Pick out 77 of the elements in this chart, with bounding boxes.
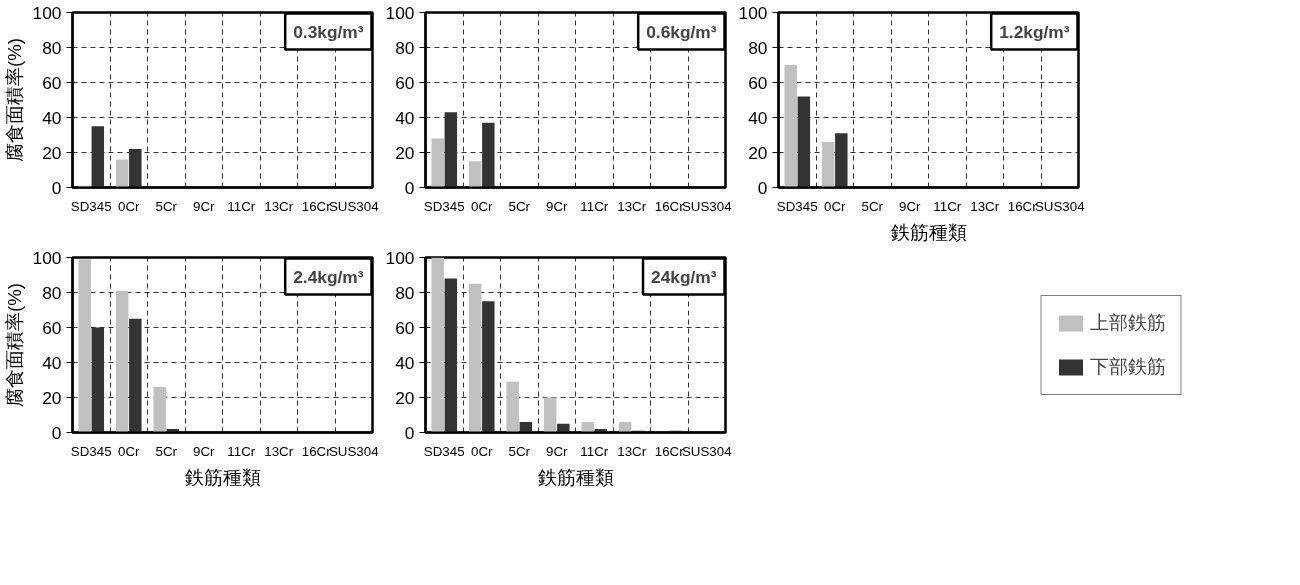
y-tick-label: 20 <box>748 142 768 163</box>
y-tick-label: 0 <box>757 177 768 198</box>
x-tick-label: 16Cr <box>301 198 332 214</box>
x-tick-label: 13Cr <box>617 443 647 459</box>
y-tick-label: 60 <box>395 317 415 338</box>
y-tick-label: 0 <box>51 422 62 443</box>
y-tick-label: 0 <box>404 422 415 443</box>
y-tick-label: 100 <box>32 247 62 268</box>
x-tick-label: 9Cr <box>546 198 569 214</box>
x-axis-title: 鉄筋種類 <box>537 466 614 488</box>
x-tick-label: 11Cr <box>227 198 256 214</box>
x-tick-label: 11Cr <box>227 443 256 459</box>
x-tick-label: 5Cr <box>155 198 178 214</box>
y-tick-label: 20 <box>42 142 62 163</box>
text: 1.2kg/m³ <box>999 21 1070 42</box>
x-tick-label: 0Cr <box>118 443 141 459</box>
x-tick-label: 11Cr <box>933 198 962 214</box>
text: 0.3kg/m³ <box>293 21 364 42</box>
x-tick-label: 9Cr <box>546 443 569 459</box>
x-tick-label: 16Cr <box>654 198 685 214</box>
x-tick-label: SD345 <box>423 198 465 214</box>
y-tick-label: 20 <box>395 142 415 163</box>
y-tick-label: 60 <box>42 72 62 93</box>
y-axis-title: 腐食面積率(%) <box>3 282 25 408</box>
x-tick-label: 0Cr <box>824 198 847 214</box>
y-tick-label: 40 <box>748 107 768 128</box>
x-tick-label: SD345 <box>423 443 465 459</box>
legend-label: 下部鉄筋 <box>1090 354 1166 379</box>
x-axis-title: 鉄筋種類 <box>890 221 967 243</box>
y-tick-label: 40 <box>395 107 415 128</box>
y-tick-label: 60 <box>42 317 62 338</box>
y-tick-label: 40 <box>42 107 62 128</box>
y-tick-label: 80 <box>395 37 415 58</box>
y-tick-label: 80 <box>42 37 62 58</box>
y-tick-label: 40 <box>395 352 415 373</box>
y-tick-label: 60 <box>395 72 415 93</box>
y-tick-label: 80 <box>42 282 62 303</box>
x-tick-label: 13Cr <box>617 198 647 214</box>
y-tick-label: 80 <box>395 282 415 303</box>
x-tick-label: 16Cr <box>654 443 685 459</box>
x-tick-label: 13Cr <box>970 198 1000 214</box>
x-tick-label: 16Cr <box>1007 198 1038 214</box>
y-tick-label: 100 <box>738 2 768 23</box>
x-tick-label: SD345 <box>776 198 818 214</box>
y-tick-label: 80 <box>748 37 768 58</box>
x-tick-label: 5Cr <box>155 443 178 459</box>
x-tick-label: SD345 <box>70 443 112 459</box>
text: 0.6kg/m³ <box>646 21 717 42</box>
y-tick-label: 100 <box>32 2 62 23</box>
x-tick-label: 5Cr <box>861 198 884 214</box>
x-tick-label: 9Cr <box>193 443 216 459</box>
x-tick-label: 0Cr <box>471 443 494 459</box>
y-tick-label: 60 <box>748 72 768 93</box>
y-tick-label: 100 <box>385 2 415 23</box>
y-tick-label: 20 <box>42 387 62 408</box>
x-tick-label: 13Cr <box>264 443 294 459</box>
x-tick-label: 16Cr <box>301 443 332 459</box>
x-tick-label: 9Cr <box>899 198 922 214</box>
x-tick-label: 0Cr <box>118 198 141 214</box>
x-tick-label: SD345 <box>70 198 112 214</box>
y-axis-title: 腐食面積率(%) <box>3 37 25 163</box>
x-tick-label: 5Cr <box>508 198 531 214</box>
text: 24kg/m³ <box>651 266 717 287</box>
x-tick-label: 9Cr <box>193 198 216 214</box>
x-tick-label: 11Cr <box>580 443 609 459</box>
y-tick-label: 0 <box>404 177 415 198</box>
x-tick-label: 13Cr <box>264 198 294 214</box>
x-axis-title: 鉄筋種類 <box>184 466 261 488</box>
y-tick-label: 100 <box>385 247 415 268</box>
y-tick-label: 20 <box>395 387 415 408</box>
legend-label: 上部鉄筋 <box>1090 310 1166 335</box>
x-tick-label: 5Cr <box>508 443 531 459</box>
text: 2.4kg/m³ <box>293 266 364 287</box>
y-tick-label: 40 <box>42 352 62 373</box>
y-tick-label: 0 <box>51 177 62 198</box>
x-tick-label: 0Cr <box>471 198 494 214</box>
x-tick-label: 11Cr <box>580 198 609 214</box>
